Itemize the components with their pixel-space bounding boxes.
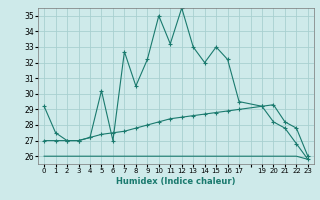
X-axis label: Humidex (Indice chaleur): Humidex (Indice chaleur) (116, 177, 236, 186)
